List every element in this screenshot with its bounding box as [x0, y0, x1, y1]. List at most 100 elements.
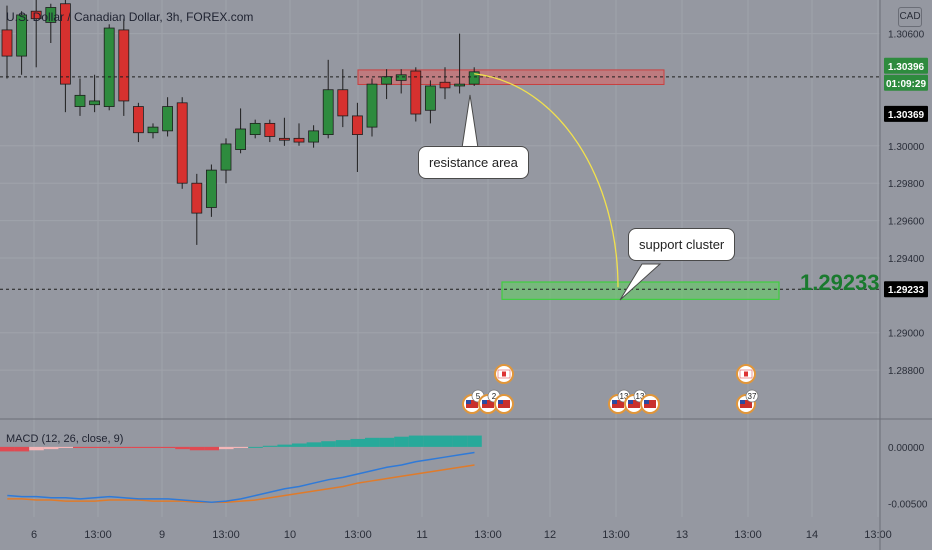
resistance-label: resistance area: [429, 155, 518, 170]
candle-bull: [366, 83, 378, 128]
support-label: support cluster: [639, 237, 725, 252]
macd-histogram-bar: [350, 438, 365, 447]
candle-bull: [45, 7, 57, 23]
us-flag-canton: [498, 400, 503, 404]
macd-histogram-bar: [321, 441, 336, 447]
x-tick-label: 13:00: [84, 529, 112, 541]
countdown-tag: 01:09:29: [886, 79, 926, 90]
macd-line: [7, 451, 475, 504]
candle-bull: [103, 27, 115, 107]
us-flag-icon: [482, 400, 494, 408]
x-tick-label: 13:00: [344, 529, 372, 541]
us-flag-canton: [644, 400, 649, 404]
x-tick-label: 13:00: [474, 529, 502, 541]
macd-histogram-bar: [379, 437, 395, 447]
x-tick-label: 13:00: [864, 529, 892, 541]
candle-bull: [162, 106, 174, 132]
candle-bear: [176, 102, 188, 184]
macd-histogram-bar: [160, 446, 176, 449]
macd-histogram-bar: [467, 435, 482, 447]
us-flag-icon: [628, 400, 640, 408]
candle-bull: [381, 76, 393, 85]
current-price-tag-bg: [884, 57, 928, 74]
macd-histogram-bar: [29, 446, 44, 451]
macd-histogram-bar: [204, 446, 219, 451]
candle-bear: [132, 106, 144, 134]
us-flag-icon: [612, 400, 624, 408]
ca-flag-leaf: [502, 371, 506, 377]
y-tick-label: 1.29400: [888, 254, 925, 265]
dotted-price-tag-bg: [884, 105, 928, 122]
candle-bear: [118, 29, 130, 102]
y-tick-label: 1.29800: [888, 179, 925, 190]
macd-tick-label: -0.00500: [888, 499, 928, 510]
support-price-tag: 1.29233: [888, 285, 925, 296]
candle-bear: [278, 137, 290, 141]
candle-bull: [454, 83, 466, 87]
us-flag-canton: [482, 400, 487, 404]
macd-histogram-bar: [233, 446, 249, 449]
macd-histogram-bar: [175, 446, 190, 450]
resistance-callout-pointer: [461, 94, 479, 149]
currency-badge[interactable]: CAD: [898, 7, 922, 27]
us-flag-canton: [612, 400, 617, 404]
x-tick-label: 6: [31, 529, 37, 541]
macd-histogram-bar: [102, 446, 117, 449]
macd-histogram-bar: [131, 446, 146, 449]
candles-layer: [1, 0, 480, 245]
y-tick-label: 1.29000: [888, 329, 925, 340]
x-tick-label: 13:00: [212, 529, 240, 541]
candle-bull: [424, 85, 436, 111]
resistance-callout: resistance area: [418, 146, 529, 179]
candle-bear: [60, 3, 71, 85]
macd-histogram-bar: [43, 446, 59, 450]
candle-bear: [30, 10, 42, 20]
ca-flag-leaf: [744, 371, 748, 377]
macd-histogram-bar: [408, 435, 424, 447]
x-tick-label: 11: [416, 529, 427, 541]
macd-histogram-bar: [0, 446, 15, 452]
macd-signal-line: [7, 464, 475, 504]
us-flag-canton: [628, 400, 633, 404]
macd-tick-label: 0.00000: [888, 443, 925, 454]
dotted-price-tag: 1.30369: [888, 110, 925, 121]
macd-layer: [0, 435, 482, 504]
candle-bull: [74, 94, 86, 107]
candle-bull: [322, 89, 334, 135]
candle-bear: [191, 182, 203, 214]
candle-bear: [293, 137, 305, 143]
us-flag-canton: [466, 400, 471, 404]
candle-bear: [439, 81, 451, 89]
x-tick-label: 13:00: [602, 529, 630, 541]
event-count-label: 13: [620, 392, 629, 401]
projection-path: [474, 73, 619, 288]
event-count-label: 13: [636, 392, 645, 401]
macd-histogram-bar: [306, 442, 322, 447]
candle-bull: [308, 130, 320, 143]
target-price-label: 1.29233: [800, 270, 880, 295]
us-flag-icon: [498, 400, 510, 408]
candle-bear: [1, 29, 13, 57]
y-tick-label: 1.30600: [888, 30, 925, 41]
candle-bear: [337, 89, 349, 117]
macd-histogram-bar: [262, 445, 278, 447]
current-price-tag: 1.30396: [888, 62, 925, 73]
macd-histogram-bar: [423, 435, 438, 447]
candle-bear: [410, 70, 422, 115]
us-flag-icon: [740, 400, 752, 408]
macd-histogram-bar: [116, 446, 132, 449]
candle-bear: [351, 115, 363, 135]
macd-histogram-bar: [335, 440, 351, 447]
candle-bull: [147, 126, 159, 134]
support-callout: support cluster: [628, 228, 736, 261]
us-flag-canton: [740, 400, 745, 404]
candle-bull: [468, 71, 480, 85]
event-count-label: 37: [748, 392, 757, 401]
macd-histogram-bar: [292, 443, 307, 447]
y-tick-label: 1.29600: [888, 217, 925, 228]
events-layer: 5 2 13 13 37: [462, 364, 759, 414]
x-tick-label: 13: [676, 529, 688, 541]
x-tick-label: 9: [159, 529, 165, 541]
